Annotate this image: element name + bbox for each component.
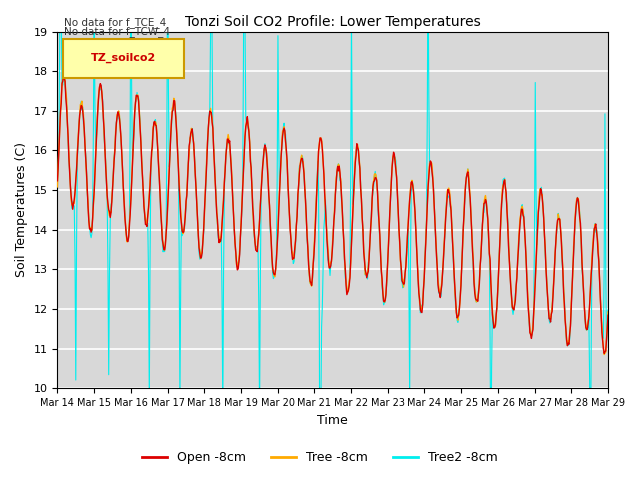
Text: No data for f_TCW_4: No data for f_TCW_4 [64,26,170,37]
FancyBboxPatch shape [63,39,184,78]
Legend: Open -8cm, Tree -8cm, Tree2 -8cm: Open -8cm, Tree -8cm, Tree2 -8cm [137,446,503,469]
Y-axis label: Soil Temperatures (C): Soil Temperatures (C) [15,143,28,277]
Text: TZ_soilco2: TZ_soilco2 [91,53,156,63]
X-axis label: Time: Time [317,414,348,427]
Title: Tonzi Soil CO2 Profile: Lower Temperatures: Tonzi Soil CO2 Profile: Lower Temperatur… [185,15,481,29]
Text: No data for f_TCE_4: No data for f_TCE_4 [64,17,166,28]
